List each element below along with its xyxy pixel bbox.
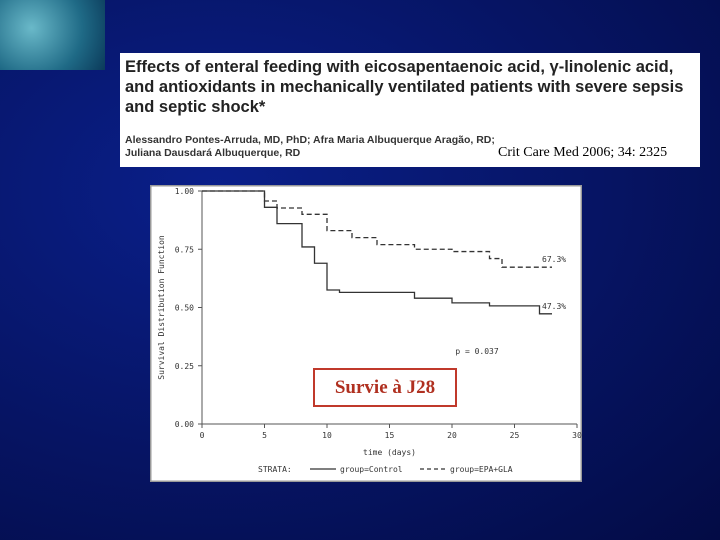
callout: Survie à J28 [313, 368, 457, 407]
citation: Crit Care Med 2006; 34: 2325 [498, 145, 668, 160]
photo [0, 0, 105, 70]
article-title: Effects of enteral feeding with eicosape… [125, 58, 684, 116]
y-tick-label: 0.50 [175, 304, 194, 313]
authors: Alessandro Pontes-Arruda, MD, PhD; Afra … [125, 134, 495, 159]
x-tick-label: 30 [572, 431, 582, 440]
survival-line [202, 190, 552, 315]
survival-line [202, 190, 552, 268]
article-header: Effects of enteral feeding with eicosape… [120, 53, 700, 167]
y-tick-label: 0.25 [175, 362, 194, 371]
x-tick-label: 25 [510, 431, 520, 440]
legend-title: STRATA: [258, 465, 292, 474]
chart-panel [150, 185, 582, 482]
legend-label: group=EPA+GLA [450, 465, 513, 474]
value-label: 67.3% [542, 255, 566, 264]
x-tick-label: 5 [262, 431, 267, 440]
x-tick-label: 10 [322, 431, 332, 440]
x-tick-label: 0 [200, 431, 205, 440]
x-tick-label: 15 [385, 431, 395, 440]
annotation: p = 0.037 [455, 347, 499, 356]
value-label: 47.3% [542, 302, 566, 311]
legend-label: group=Control [340, 465, 403, 474]
x-tick-label: 20 [447, 431, 457, 440]
y-axis-label: Survival Distribution Function [157, 235, 166, 380]
y-tick-label: 1.00 [175, 187, 194, 196]
x-axis-label: time (days) [363, 448, 416, 457]
y-tick-label: 0.00 [175, 420, 194, 429]
chart: 0.00 0.25 0.50 0.75 1.00 0 5 10 15 20 25 30 time (da… [150, 185, 582, 482]
y-tick-label: 0.75 [175, 245, 194, 254]
